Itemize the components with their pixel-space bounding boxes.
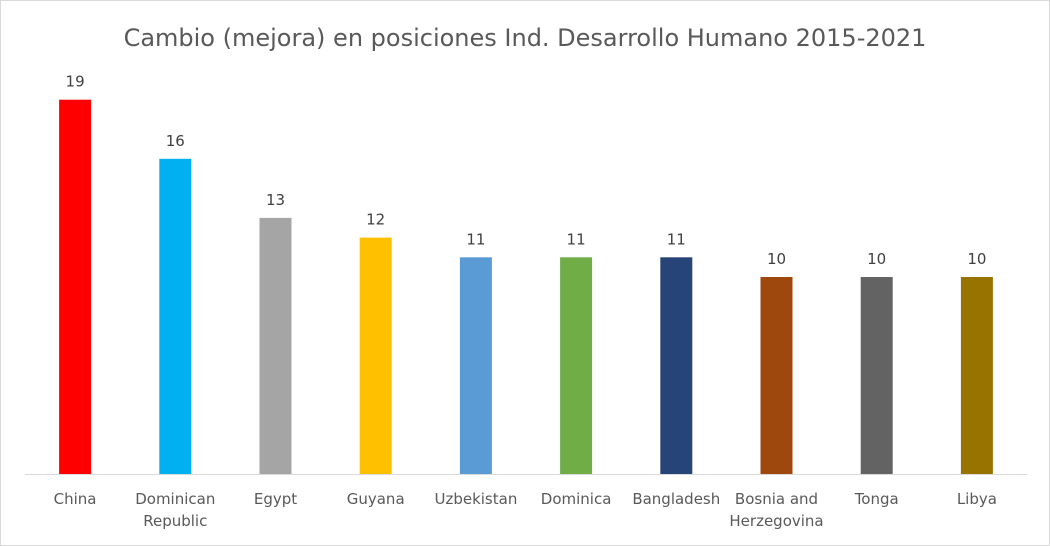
- data-label-0: 19: [66, 73, 85, 91]
- bar-1: [159, 158, 192, 475]
- chart-title: Cambio (mejora) en posiciones Ind. Desar…: [124, 24, 927, 52]
- x-tick-label-9: Libya: [957, 490, 997, 508]
- x-tick-label-line: China: [54, 490, 97, 508]
- bar-5: [560, 257, 593, 474]
- x-tick-label-2: Egypt: [254, 490, 297, 508]
- x-tick-label-7: Bosnia and Herzegovina: [729, 490, 823, 530]
- x-tick-label-line: Herzegovina: [729, 512, 823, 530]
- bar-6: [660, 257, 693, 474]
- data-label-9: 10: [967, 250, 986, 268]
- x-tick-label-line: Dominican: [135, 490, 215, 508]
- data-label-1: 16: [166, 132, 185, 150]
- x-tick-label-line: Bangladesh: [632, 490, 720, 508]
- bar-2: [259, 217, 292, 474]
- x-tick-label-6: Bangladesh: [632, 490, 720, 508]
- data-label-2: 13: [266, 191, 285, 209]
- bar-9: [960, 277, 993, 474]
- x-tick-label-line: Republic: [143, 512, 207, 530]
- x-tick-label-line: Guyana: [347, 490, 405, 508]
- data-label-8: 10: [867, 250, 886, 268]
- bars-layer: [59, 99, 993, 475]
- data-label-5: 11: [567, 230, 586, 248]
- x-tick-label-3: Guyana: [347, 490, 405, 508]
- bar-8: [860, 277, 893, 474]
- x-tick-label-line: Bosnia and: [735, 490, 818, 508]
- data-label-6: 11: [667, 230, 686, 248]
- x-tick-label-line: Uzbekistan: [434, 490, 517, 508]
- data-label-3: 12: [366, 211, 385, 229]
- data-label-4: 11: [466, 230, 485, 248]
- bar-7: [760, 277, 793, 474]
- x-tick-label-0: China: [54, 490, 97, 508]
- data-labels: 19 16 13 12 11 11 11 10 10 10: [66, 73, 987, 268]
- x-tick-label-line: Dominica: [541, 490, 612, 508]
- x-tick-label-5: Dominica: [541, 490, 612, 508]
- x-tick-label-4: Uzbekistan: [434, 490, 517, 508]
- bar-0: [59, 99, 92, 474]
- x-tick-label-line: Tonga: [854, 490, 899, 508]
- x-tick-label-line: Libya: [957, 490, 997, 508]
- x-axis-tick-labels: China Dominican Republic Egypt Guyana Uzbekis…: [54, 490, 997, 530]
- data-label-7: 10: [767, 250, 786, 268]
- bar-4: [459, 257, 492, 474]
- x-tick-label-8: Tonga: [854, 490, 899, 508]
- bar-3: [359, 237, 392, 474]
- x-tick-label-1: Dominican Republic: [135, 490, 215, 530]
- x-tick-label-line: Egypt: [254, 490, 297, 508]
